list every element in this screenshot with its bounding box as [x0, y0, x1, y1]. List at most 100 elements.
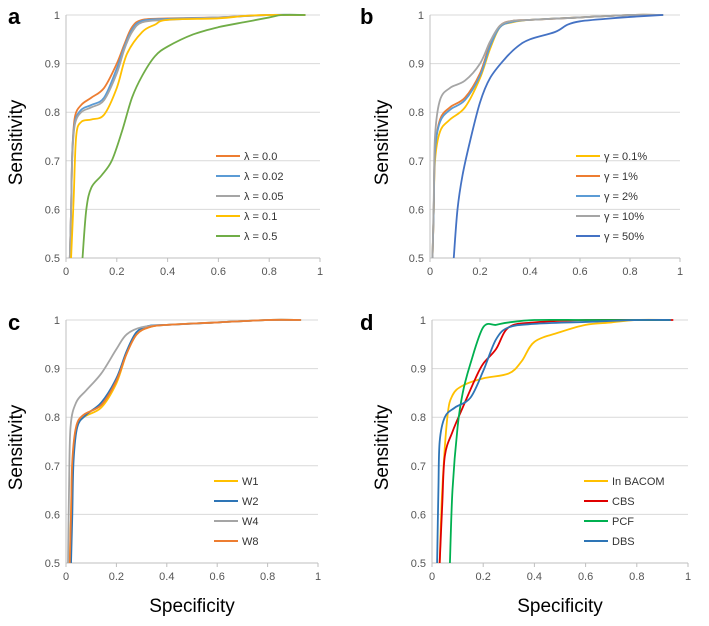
y-tick-label: 0.6: [45, 509, 60, 521]
legend-entry: W1: [242, 476, 259, 488]
y-tick-label: 0.5: [45, 558, 60, 570]
y-tick-label: 1: [54, 10, 60, 22]
y-tick-label: 0.8: [45, 412, 60, 424]
x-tick-label: 0: [429, 571, 435, 583]
legend: γ = 0.1% γ = 1% γ = 2% γ = 10% γ = 50%: [576, 151, 647, 243]
x-tick-label: 1: [685, 571, 691, 583]
y-tick-label: 0.7: [411, 461, 426, 473]
legend-entry: γ = 10%: [604, 211, 644, 223]
series-group: [67, 318, 302, 563]
y-tick-label: 0.5: [411, 558, 426, 570]
panel-b: b 0.5 0.6 0.7 0.8 0.9 1 0 0.2 0.4 0.6 0.8 1 Sensitivi…: [360, 4, 683, 278]
y-axis-title: Sensitivity: [6, 99, 27, 185]
x-tick-label: 0: [63, 266, 69, 278]
x-tick-label: 0.8: [622, 266, 637, 278]
legend-entry: γ = 0.1%: [604, 151, 647, 163]
x-tick-label: 0.6: [211, 266, 226, 278]
x-tick-label: 0: [427, 266, 433, 278]
x-tick-label: 0.2: [109, 266, 124, 278]
legend-entry: CBS: [612, 496, 635, 508]
legend-entry: PCF: [612, 516, 634, 528]
legend-entry: λ = 0.1: [244, 211, 277, 223]
y-tick-label: 0.9: [45, 364, 60, 376]
y-tick-label: 0.6: [409, 204, 424, 216]
panel-letter: d: [360, 310, 373, 335]
legend-entry: W2: [242, 496, 259, 508]
legend: In BACOM CBS PCF DBS: [584, 476, 665, 548]
y-tick-label: 0.7: [45, 461, 60, 473]
series-line-4: [436, 318, 671, 563]
y-axis-title: Sensitivity: [372, 404, 393, 490]
series-line-1: [68, 318, 302, 563]
y-tick-label: 0.7: [45, 156, 60, 168]
y-tick-label: 0.6: [411, 509, 426, 521]
x-tick-label: 0.4: [522, 266, 537, 278]
series-line-5: [452, 14, 664, 258]
x-tick-label: 0.6: [578, 571, 593, 583]
x-tick-label: 0.2: [109, 571, 124, 583]
series-group: [68, 13, 306, 258]
x-tick-label: 1: [677, 266, 683, 278]
series-line-2: [438, 318, 674, 563]
series-line-2: [70, 318, 302, 563]
series-line-3: [449, 318, 671, 563]
x-tick-label: 0.8: [262, 266, 277, 278]
y-tick-label: 0.9: [45, 59, 60, 71]
series-line-4: [68, 318, 302, 563]
legend-entry: λ = 0.5: [244, 231, 277, 243]
x-tick-label: 0.6: [210, 571, 225, 583]
y-tick-label: 1: [418, 10, 424, 22]
legend: λ = 0.0 λ = 0.02 λ = 0.05 λ = 0.1 λ = 0.5: [216, 151, 283, 243]
legend-entry: γ = 1%: [604, 171, 638, 183]
panel-d: d 0.5 0.6 0.7 0.8 0.9 1 0 0.2 0.4 0.6 0.8 1 Sensitivi…: [360, 310, 691, 617]
y-tick-label: 0.9: [411, 364, 426, 376]
y-axis-title: Sensitivity: [6, 404, 27, 490]
panel-letter: c: [8, 310, 20, 335]
x-tick-label: 0.4: [527, 571, 542, 583]
y-tick-label: 1: [420, 315, 426, 327]
series-line-3: [67, 318, 302, 563]
legend: W1 W2 W4 W8: [214, 476, 259, 548]
x-tick-label: 0.4: [159, 571, 174, 583]
x-tick-label: 0.2: [472, 266, 487, 278]
y-tick-label: 1: [54, 315, 60, 327]
legend-entry: W4: [242, 516, 259, 528]
x-tick-label: 1: [315, 571, 321, 583]
y-tick-label: 0.8: [409, 107, 424, 119]
y-tick-label: 0.5: [409, 253, 424, 265]
x-tick-label: 0.8: [629, 571, 644, 583]
legend-entry: W8: [242, 536, 259, 548]
x-tick-label: 0.6: [572, 266, 587, 278]
series-line-1: [438, 318, 671, 563]
legend-entry: In BACOM: [612, 476, 665, 488]
y-tick-label: 0.9: [409, 59, 424, 71]
panel-c: c 0.5 0.6 0.7 0.8 0.9 1 0 0.2 0.4 0.6 0.8 1 Sensitivi…: [6, 310, 321, 617]
series-line-4: [431, 13, 664, 258]
y-tick-label: 0.7: [409, 156, 424, 168]
x-tick-label: 0.4: [160, 266, 175, 278]
panel-letter: a: [8, 4, 21, 29]
series-group: [431, 13, 664, 258]
x-axis-title: Specificity: [149, 596, 235, 617]
series-line-4: [70, 14, 306, 258]
panel-letter: b: [360, 4, 373, 29]
legend-entry: λ = 0.0: [244, 151, 277, 163]
y-tick-label: 0.6: [45, 204, 60, 216]
legend-entry: DBS: [612, 536, 635, 548]
x-axis-title: Specificity: [517, 596, 603, 617]
x-tick-label: 0: [63, 571, 69, 583]
legend-entry: γ = 2%: [604, 191, 638, 203]
y-tick-label: 0.8: [411, 412, 426, 424]
series-group: [436, 318, 674, 563]
series-line-5: [81, 13, 306, 258]
x-tick-label: 1: [317, 266, 323, 278]
legend-entry: γ = 50%: [604, 231, 644, 243]
y-tick-label: 0.5: [45, 253, 60, 265]
legend-entry: λ = 0.02: [244, 171, 283, 183]
y-axis-title: Sensitivity: [372, 99, 393, 185]
y-tick-label: 0.8: [45, 107, 60, 119]
panel-a: a 0.5 0.6 0.7 0.8 0.9 1 0 0.2 0.4 0.6 0.8 1 Sensitivi…: [6, 4, 323, 278]
legend-entry: λ = 0.05: [244, 191, 283, 203]
x-tick-label: 0.8: [260, 571, 275, 583]
